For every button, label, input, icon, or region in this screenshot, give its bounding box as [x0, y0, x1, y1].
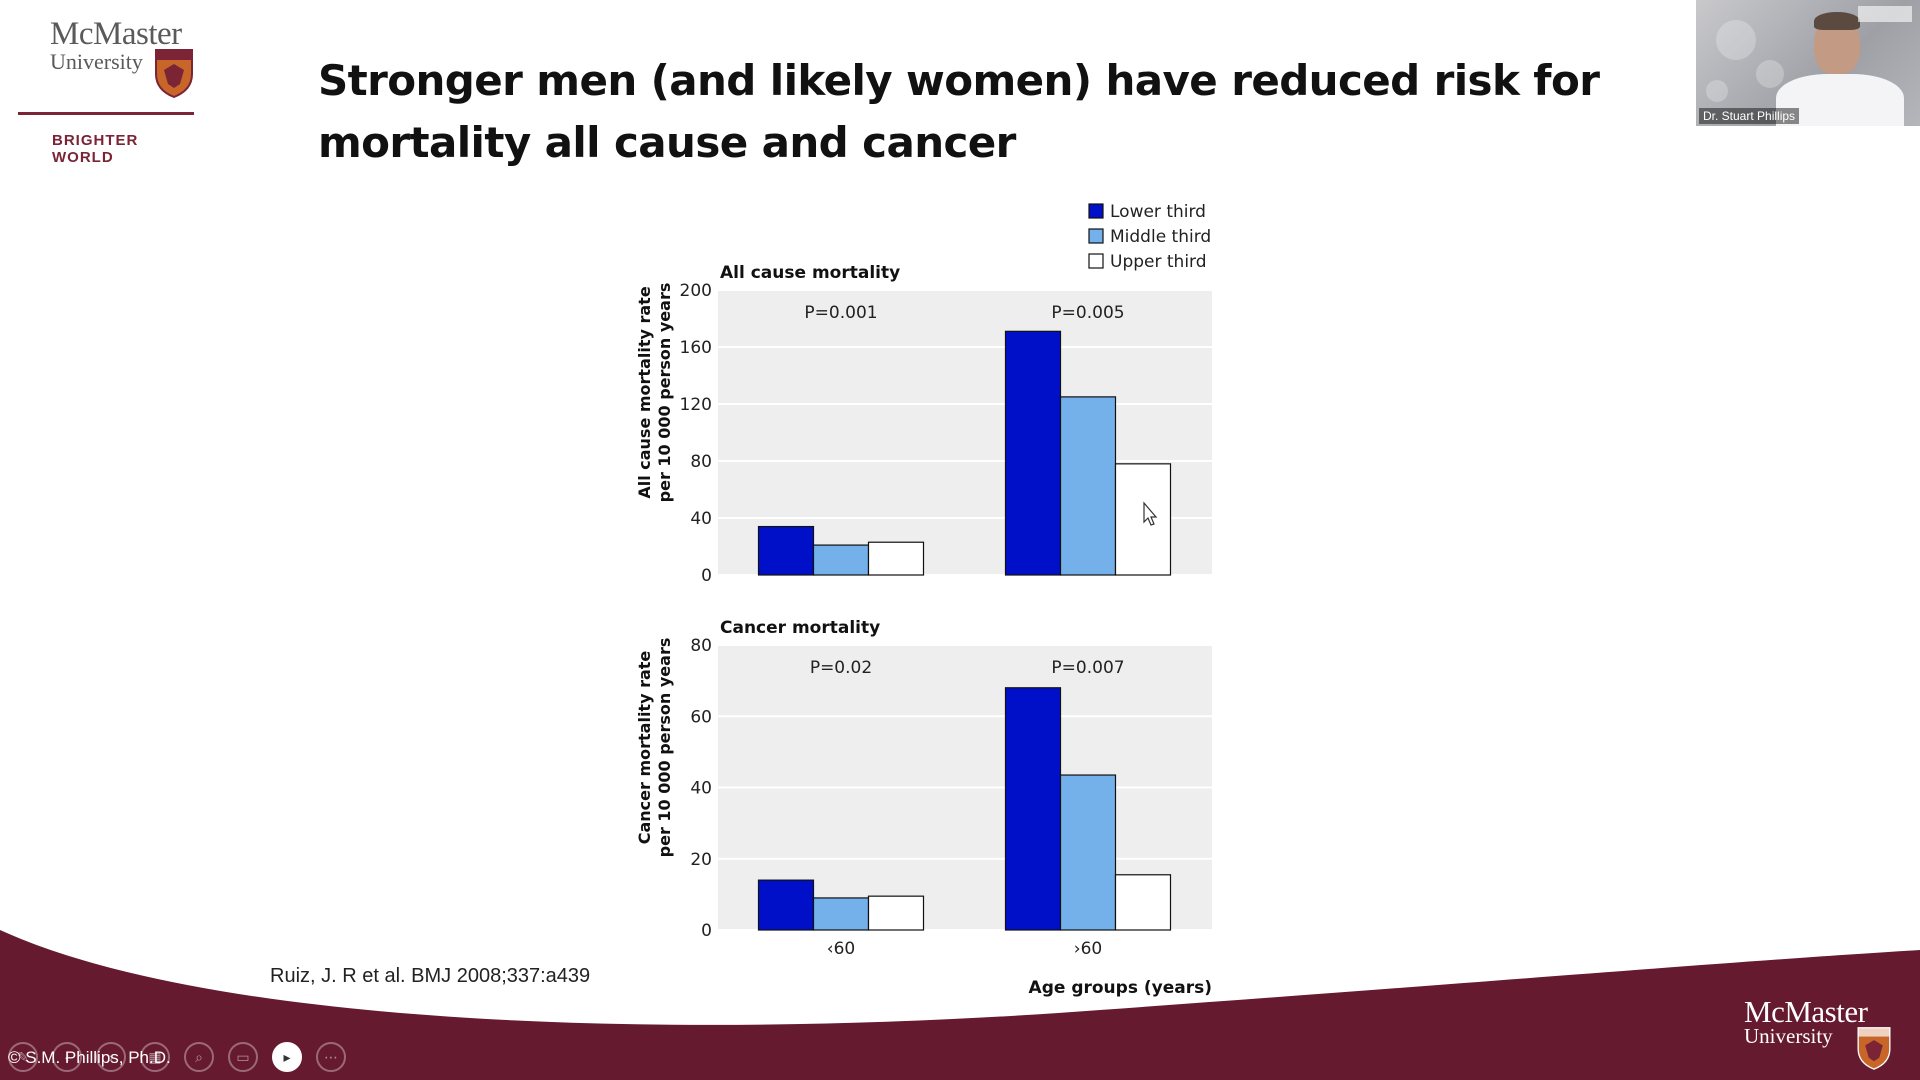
logo-rule — [18, 112, 194, 115]
footer-logo-line1: McMaster — [1744, 994, 1868, 1029]
slide-title: Stronger men (and likely women) have red… — [318, 56, 1600, 167]
bar-lower-third — [757, 525, 815, 576]
copyright-text: © S.M. Phillips, Ph.D. — [8, 1048, 171, 1067]
cancer-mortality-chart: 0 20 40 60 80 Cancer mortality Cancer mortalit… — [635, 618, 1212, 998]
y-tick-label: 40 — [690, 779, 712, 799]
y-tick-label: 200 — [680, 281, 712, 301]
legend-label: Middle third — [1110, 227, 1211, 247]
y-tick-label: 0 — [701, 921, 712, 941]
zoom-icon[interactable]: ⌕ — [184, 1042, 214, 1072]
chart-legend: Lower third Middle third Upper third — [1088, 202, 1211, 272]
y-tick-label: 80 — [690, 636, 712, 656]
y-tick-label: 80 — [690, 452, 712, 472]
chart-title: Cancer mortality — [720, 618, 880, 638]
x-tick-label: ‹60 — [827, 939, 855, 959]
p-value-annotation: P=0.02 — [810, 658, 872, 678]
bar-upper-third — [867, 541, 925, 576]
legend-label: Upper third — [1110, 252, 1207, 272]
footer-crest-icon — [1857, 1027, 1891, 1070]
p-value-annotation: P=0.005 — [1051, 303, 1124, 323]
legend-swatch — [1088, 253, 1104, 269]
bar-middle-third — [1059, 396, 1117, 576]
x-tick-label: ›60 — [1074, 939, 1102, 959]
bar-middle-third — [1059, 774, 1117, 931]
bar-lower-third — [1004, 330, 1062, 576]
x-axis-label: Age groups (years) — [1029, 978, 1212, 998]
bar-upper-third — [1114, 874, 1172, 931]
legend-label: Lower third — [1110, 202, 1206, 222]
back-icon[interactable]: ‹ — [52, 1042, 82, 1072]
legend-swatch — [1088, 228, 1104, 244]
bar-middle-third — [812, 544, 870, 576]
y-tick-label: 60 — [690, 707, 712, 727]
camera-icon[interactable]: ▸ — [272, 1042, 302, 1072]
y-tick-label: 40 — [690, 509, 712, 529]
bar-lower-third — [757, 879, 815, 931]
pen-icon[interactable]: ✎ — [8, 1042, 38, 1072]
slides-icon[interactable]: ▦ — [140, 1042, 170, 1072]
y-tick-label: 120 — [680, 395, 712, 415]
legend-swatch — [1088, 203, 1104, 219]
p-value-annotation: P=0.007 — [1051, 658, 1124, 678]
logo-name-line1: McMaster — [50, 16, 182, 52]
subtitles-icon[interactable]: ▭ — [228, 1042, 258, 1072]
bar-middle-third — [812, 897, 870, 931]
y-tick-label: 0 — [701, 566, 712, 586]
presenter-figure — [1776, 74, 1904, 126]
logo-tagline: BRIGHTER WORLD — [52, 132, 139, 166]
slide-citation: Ruiz, J. R et al. BMJ 2008;337:a439 — [270, 965, 591, 987]
y-tick-label: 160 — [680, 338, 712, 358]
y-axis-label: All cause mortality rateper 10 000 perso… — [635, 283, 674, 503]
footer-mcmaster-logo: McMaster University — [1744, 994, 1904, 1076]
webcam-video: Dr. Stuart Phillips — [1696, 0, 1920, 126]
chart-title: All cause mortality — [720, 263, 900, 283]
webcam-name-label: Dr. Stuart Phillips — [1699, 108, 1800, 124]
mcmaster-logo: McMaster University BRIGHTER WORLD — [18, 16, 198, 166]
crest-icon — [155, 49, 193, 98]
more-icon[interactable]: ⋯ — [316, 1042, 346, 1072]
y-axis-label: Cancer mortality rateper 10 000 person y… — [635, 638, 674, 858]
logo-name-line2: University — [50, 49, 143, 74]
all-cause-mortality-chart: 0 40 80 120 160 200 All cause mortality All cau… — [635, 263, 1212, 586]
bar-lower-third — [1004, 687, 1062, 931]
bar-upper-third — [867, 895, 925, 931]
mouse-cursor-icon — [1143, 501, 1158, 526]
bar-upper-third — [1114, 463, 1172, 576]
p-value-annotation: P=0.001 — [804, 303, 877, 323]
footer-logo-line2: University — [1744, 1024, 1833, 1048]
y-tick-label: 20 — [690, 850, 712, 870]
webcam-logo — [1858, 6, 1912, 22]
presenter-toolbar: ✎ ‹ › ▦ ⌕ ▭ ▸ ⋯ — [8, 1040, 346, 1074]
forward-icon[interactable]: › — [96, 1042, 126, 1072]
